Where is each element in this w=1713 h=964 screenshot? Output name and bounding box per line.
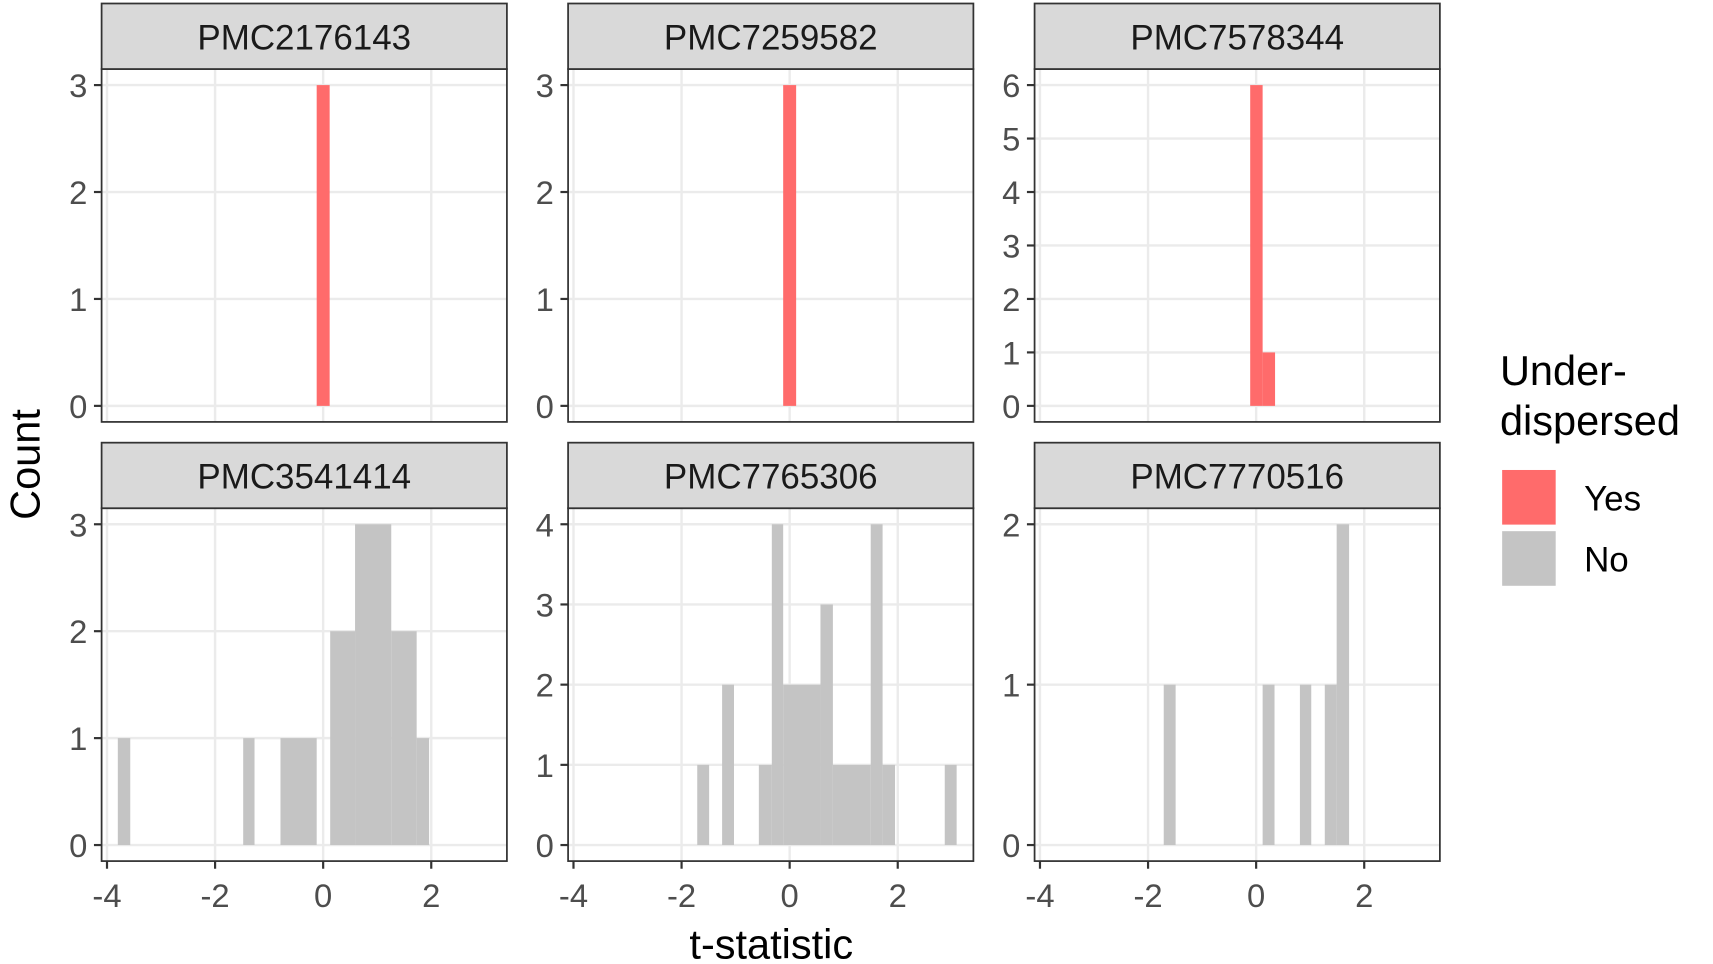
histogram-bar: [820, 604, 833, 846]
histogram-bar: [355, 524, 392, 846]
facet-strip: [567, 441, 975, 510]
histogram-bar: [316, 85, 330, 406]
y-tick-label: 0: [536, 388, 554, 425]
y-tick-label: 3: [536, 586, 554, 623]
facet-strip-label: PMC7259582: [664, 18, 878, 57]
y-tick-label: 3: [536, 67, 554, 104]
x-tick-label: 2: [422, 877, 440, 914]
y-tick-label: 0: [69, 388, 87, 425]
facet-strip-label: PMC7578344: [1130, 18, 1344, 57]
histogram-bar: [944, 764, 957, 846]
facet-strip-label: PMC3541414: [197, 458, 411, 497]
histogram-bar: [882, 764, 896, 846]
y-tick-label: 1: [536, 747, 554, 784]
facet-panel: PMC7578344 0 1 2 3 4 5 6: [1002, 2, 1441, 425]
histogram-bar: [783, 684, 821, 846]
facet-strip-label: PMC7765306: [664, 458, 878, 497]
histogram-bar: [870, 524, 883, 846]
histogram-bar: [1262, 352, 1276, 406]
plot-background: [101, 69, 507, 422]
histogram-bar: [783, 85, 797, 406]
x-tick-label: 0: [314, 877, 332, 914]
histogram-bar: [280, 738, 317, 846]
facet-strip: [1033, 441, 1441, 510]
x-tick-label: 2: [889, 877, 907, 914]
legend-title-line-2: dispersed: [1500, 397, 1680, 444]
y-tick-label: 5: [1002, 121, 1020, 158]
legend-key-no: [1502, 531, 1556, 586]
panels: PMC2176143 0 1 2 3 PMC7259582 0 1 2 3 PMC7578344 0 1…: [69, 2, 1441, 914]
y-tick-label: 0: [536, 827, 554, 864]
histogram-bar: [1250, 85, 1263, 406]
histogram-bar: [832, 764, 871, 846]
y-tick-label: 0: [1002, 388, 1020, 425]
histogram-bar: [722, 684, 734, 846]
y-tick-label: 2: [1002, 281, 1020, 318]
y-tick-label: 3: [69, 67, 87, 104]
histogram-bar: [1163, 684, 1176, 846]
x-tick-label: -2: [201, 877, 230, 914]
x-tick-label: 0: [781, 877, 799, 914]
x-tick-label: -4: [92, 877, 121, 914]
x-axis-title: t-statistic: [689, 920, 853, 964]
facet-panel: PMC7765306 0 1 2 3 4 -4 -2 0 2: [536, 441, 975, 914]
histogram-bar: [330, 631, 356, 846]
facet-panel: PMC7259582 0 1 2 3: [536, 2, 975, 425]
facet-strip: [100, 2, 508, 70]
facet-panel: PMC3541414 0 1 2 3 -4 -2 0 2: [69, 441, 508, 914]
facet-strip: [1033, 2, 1441, 70]
histogram-bar: [243, 738, 255, 846]
y-tick-label: 3: [1002, 227, 1020, 264]
y-tick-label: 1: [536, 281, 554, 318]
legend: Under- dispersed Yes No: [1500, 347, 1680, 586]
histogram-bar: [1336, 524, 1350, 846]
y-tick-label: 1: [69, 281, 87, 318]
histogram-bar: [697, 764, 710, 846]
facet-panel: PMC2176143 0 1 2 3: [69, 2, 508, 425]
histogram-bar: [771, 524, 784, 846]
histogram-bar: [117, 738, 131, 846]
legend-title-line-1: Under-: [1500, 347, 1627, 394]
histogram-bar: [758, 764, 772, 846]
histogram-bar: [416, 738, 430, 846]
histogram-bar: [1324, 684, 1337, 846]
y-tick-label: 1: [69, 720, 87, 757]
y-tick-label: 0: [1002, 827, 1020, 864]
x-tick-label: 2: [1355, 877, 1373, 914]
y-tick-label: 0: [69, 827, 87, 864]
facet-strip: [100, 441, 508, 510]
facet-strip-label: PMC2176143: [197, 18, 411, 57]
legend-label-no: No: [1584, 541, 1629, 580]
y-tick-label: 2: [1002, 506, 1020, 543]
x-tick-label: -4: [1025, 877, 1054, 914]
legend-key-yes: [1502, 469, 1556, 525]
y-tick-label: 2: [536, 667, 554, 704]
facet-strip-label: PMC7770516: [1130, 458, 1344, 497]
x-tick-label: 0: [1247, 877, 1265, 914]
histogram-bar: [1262, 684, 1275, 846]
histogram-bar: [1299, 684, 1312, 846]
x-tick-label: -4: [559, 877, 588, 914]
y-tick-label: 1: [1002, 334, 1020, 371]
x-tick-label: -2: [1133, 877, 1162, 914]
facet-strip: [567, 2, 975, 70]
x-tick-label: -2: [667, 877, 696, 914]
y-tick-label: 3: [69, 506, 87, 543]
y-axis-title: Count: [1, 409, 48, 520]
y-tick-label: 4: [1002, 174, 1020, 211]
y-tick-label: 6: [1002, 67, 1020, 104]
y-tick-label: 4: [536, 506, 554, 543]
histogram-bar: [391, 631, 417, 846]
y-tick-label: 1: [1002, 667, 1020, 704]
y-tick-label: 2: [536, 174, 554, 211]
y-tick-label: 2: [69, 174, 87, 211]
facet-panel: PMC7770516 0 1 2 -4 -2 0 2: [1002, 441, 1441, 914]
y-tick-label: 2: [69, 613, 87, 650]
legend-label-yes: Yes: [1584, 479, 1641, 518]
plot-background: [568, 69, 974, 422]
